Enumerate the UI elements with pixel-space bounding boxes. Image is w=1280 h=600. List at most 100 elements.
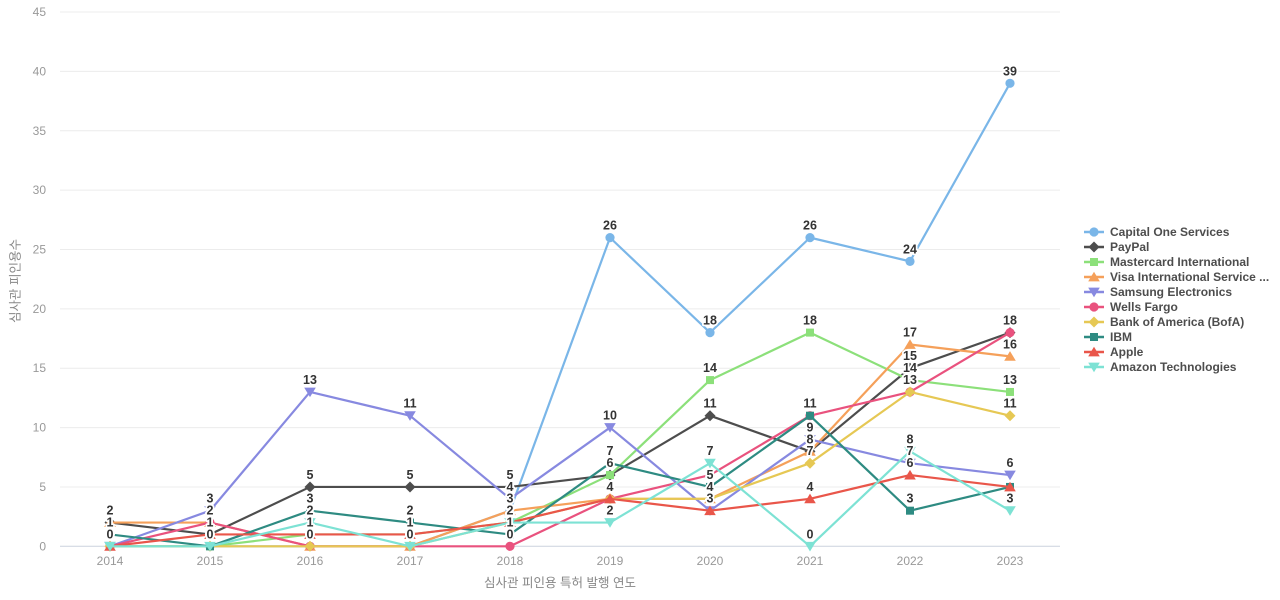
data-point[interactable] [1004, 410, 1016, 422]
data-point[interactable] [404, 411, 416, 421]
data-point[interactable] [404, 481, 416, 493]
legend-item-amazon-technologies[interactable]: Amazon Technologies [1083, 359, 1269, 374]
data-point[interactable] [906, 376, 914, 385]
data-point[interactable] [704, 458, 716, 469]
data-point[interactable] [904, 458, 916, 469]
data-point[interactable] [1005, 328, 1015, 338]
data-point[interactable] [306, 506, 314, 515]
data-point[interactable] [404, 541, 416, 552]
data-point[interactable] [506, 530, 514, 539]
legend-marker-icon [1084, 241, 1104, 252]
data-point[interactable] [604, 423, 616, 433]
data-point[interactable] [304, 481, 316, 493]
data-point[interactable] [706, 482, 714, 491]
data-point[interactable] [705, 470, 715, 480]
data-label: 1 [407, 515, 414, 529]
data-point[interactable] [904, 362, 916, 374]
data-point[interactable] [204, 506, 216, 516]
series-mastercard-international [106, 328, 1014, 551]
y-axis-tick: 20 [33, 302, 47, 316]
data-point[interactable] [804, 541, 816, 552]
y-axis-tick: 25 [33, 243, 47, 257]
data-label: 16 [1003, 337, 1017, 351]
data-point[interactable] [806, 328, 814, 337]
data-point[interactable] [804, 446, 816, 456]
data-point[interactable] [705, 328, 715, 338]
series-paypal [104, 327, 1016, 540]
data-point[interactable] [504, 481, 516, 493]
data-point[interactable] [205, 517, 215, 528]
data-point[interactable] [1005, 78, 1015, 88]
data-point[interactable] [1006, 387, 1014, 396]
data-point[interactable] [606, 471, 614, 480]
legend-item-paypal[interactable]: PayPal [1083, 239, 1269, 254]
legend-item-mastercard-international[interactable]: Mastercard International [1083, 254, 1269, 269]
data-point[interactable] [904, 386, 916, 398]
data-point[interactable] [404, 529, 416, 539]
data-point[interactable] [704, 410, 716, 422]
data-point[interactable] [1004, 481, 1016, 492]
data-point[interactable] [904, 469, 916, 480]
data-label: 2 [507, 504, 514, 518]
data-point[interactable] [904, 446, 916, 457]
data-point[interactable] [706, 376, 714, 385]
data-point[interactable] [406, 518, 414, 527]
data-point[interactable] [304, 518, 316, 528]
data-point[interactable] [204, 529, 216, 539]
data-label: 11 [403, 397, 416, 411]
data-label: 0 [407, 527, 414, 541]
data-point[interactable] [504, 494, 516, 505]
data-point[interactable] [505, 541, 515, 551]
data-point[interactable] [304, 387, 316, 398]
data-label: 18 [1003, 314, 1017, 328]
data-point[interactable] [904, 339, 916, 349]
data-point[interactable] [704, 505, 716, 516]
legend-item-samsung-electronics[interactable]: Samsung Electronics [1083, 284, 1269, 299]
data-point[interactable] [106, 530, 114, 539]
legend-item-capital-one-services[interactable]: Capital One Services [1083, 224, 1269, 239]
data-label: 0 [407, 527, 414, 541]
data-point[interactable] [204, 541, 216, 552]
data-label: 1 [307, 515, 314, 529]
legend-item-visa-international-service[interactable]: Visa International Service ... [1083, 269, 1269, 284]
data-label: 18 [1003, 314, 1017, 328]
data-point[interactable] [304, 540, 316, 552]
data-point[interactable] [804, 435, 816, 445]
data-label: 2 [207, 504, 214, 518]
data-point[interactable] [905, 256, 915, 266]
data-point[interactable] [604, 518, 616, 528]
legend-item-wells-fargo[interactable]: Wells Fargo [1083, 299, 1269, 314]
data-point[interactable] [606, 459, 614, 468]
data-point[interactable] [104, 517, 116, 527]
data-label: 3 [707, 492, 714, 506]
data-label: 1 [207, 515, 214, 529]
data-label: 5 [707, 468, 714, 482]
data-point[interactable] [1004, 506, 1016, 516]
data-label: 0 [407, 527, 414, 541]
x-axis-tick: 2022 [897, 554, 924, 568]
legend-marker-icon [1084, 362, 1104, 372]
data-label: 0 [207, 527, 214, 541]
data-point[interactable] [1004, 470, 1016, 481]
data-point[interactable] [906, 506, 914, 515]
data-point[interactable] [504, 505, 516, 516]
data-label: 18 [703, 314, 717, 328]
data-point[interactable] [1004, 351, 1016, 361]
data-point[interactable] [605, 233, 615, 243]
data-point[interactable] [805, 233, 815, 243]
data-point[interactable] [804, 493, 816, 504]
data-point[interactable] [104, 541, 116, 552]
data-point[interactable] [804, 457, 816, 469]
data-point[interactable] [504, 518, 516, 528]
data-point[interactable] [704, 493, 716, 505]
data-point[interactable] [806, 411, 814, 420]
legend-item-ibm[interactable]: IBM [1083, 329, 1269, 344]
data-label: 2 [507, 504, 514, 518]
data-point[interactable] [304, 529, 316, 539]
data-label: 1 [407, 515, 414, 529]
data-label: 14 [903, 361, 917, 375]
legend-item-apple[interactable]: Apple [1083, 344, 1269, 359]
legend-item-bank-of-america-bofa[interactable]: Bank of America (BofA) [1083, 314, 1269, 329]
data-point[interactable] [604, 493, 616, 504]
